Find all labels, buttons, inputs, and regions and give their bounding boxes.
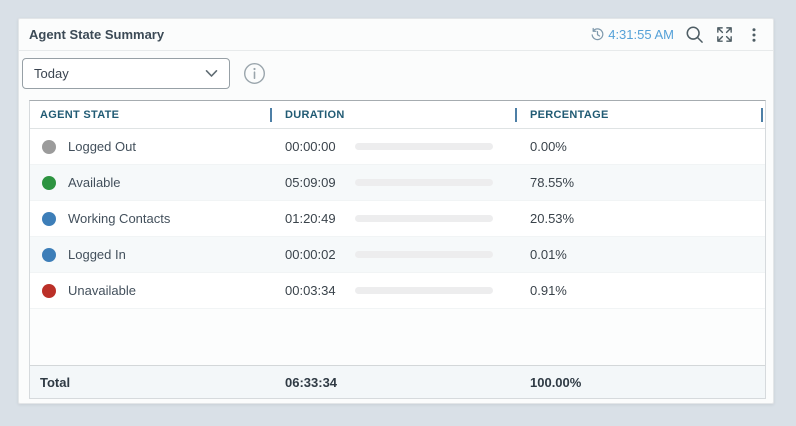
table-body: Logged Out 00:00:00 0.00% Available 05:0… bbox=[30, 129, 765, 309]
duration-value: 00:03:34 bbox=[285, 283, 336, 298]
table-row: Available 05:09:09 78.55% bbox=[30, 165, 765, 201]
kebab-menu-icon[interactable] bbox=[745, 26, 763, 44]
table-row: Working Contacts 01:20:49 20.53% bbox=[30, 201, 765, 237]
widget-header: Agent State Summary 4:31:55 AM bbox=[19, 19, 773, 51]
state-color-dot-icon bbox=[42, 175, 56, 190]
agent-state-cell: Working Contacts bbox=[30, 201, 270, 236]
last-refresh-timestamp: 4:31:55 AM bbox=[608, 27, 674, 42]
state-name: Unavailable bbox=[68, 283, 136, 298]
column-header-percentage: PERCENTAGE bbox=[515, 101, 765, 128]
state-color-dot-icon bbox=[42, 139, 56, 154]
info-circle-icon[interactable] bbox=[243, 62, 266, 85]
total-percentage: 100.00% bbox=[530, 374, 582, 390]
state-name: Available bbox=[68, 175, 121, 190]
percentage-cell: 78.55% bbox=[515, 165, 765, 200]
duration-bar-track bbox=[355, 251, 493, 258]
table-header-row: AGENT STATE DURATION PERCENTAGE bbox=[30, 101, 765, 129]
percentage-value: 0.91% bbox=[530, 283, 567, 298]
percentage-value: 0.00% bbox=[530, 139, 567, 154]
table-row: Logged Out 00:00:00 0.00% bbox=[30, 129, 765, 165]
percentage-value: 20.53% bbox=[530, 211, 575, 226]
agent-state-cell: Unavailable bbox=[30, 273, 270, 308]
duration-cell: 00:00:02 bbox=[270, 237, 515, 272]
state-name: Logged Out bbox=[68, 139, 136, 154]
table-row: Logged In 00:00:02 0.01% bbox=[30, 237, 765, 273]
widget-toolbar: Today bbox=[19, 51, 773, 100]
state-color-dot-icon bbox=[42, 283, 56, 298]
date-range-dropdown[interactable]: Today bbox=[22, 58, 230, 89]
expand-icon[interactable] bbox=[715, 25, 734, 44]
duration-cell: 00:00:00 bbox=[270, 129, 515, 164]
percentage-value: 78.55% bbox=[530, 175, 575, 190]
widget-header-actions: 4:31:55 AM bbox=[590, 25, 763, 44]
percentage-cell: 0.00% bbox=[515, 129, 765, 164]
table-total-row: Total 06:33:34 100.00% bbox=[30, 365, 765, 398]
agent-state-summary-widget: Agent State Summary 4:31:55 AM bbox=[18, 18, 774, 404]
percentage-value: 0.01% bbox=[530, 247, 567, 262]
duration-bar-track bbox=[355, 179, 493, 186]
duration-value: 00:00:02 bbox=[285, 247, 336, 262]
agent-state-cell: Logged In bbox=[30, 237, 270, 272]
state-color-dot-icon bbox=[42, 211, 56, 226]
table-empty-space bbox=[30, 309, 765, 365]
total-label: Total bbox=[40, 374, 71, 390]
widget-title: Agent State Summary bbox=[29, 27, 165, 42]
state-color-dot-icon bbox=[42, 247, 56, 262]
column-header-duration: DURATION bbox=[270, 101, 515, 128]
percentage-cell: 0.91% bbox=[515, 273, 765, 308]
search-icon[interactable] bbox=[685, 25, 704, 44]
column-header-agent-state: AGENT STATE bbox=[40, 108, 120, 121]
percentage-cell: 20.53% bbox=[515, 201, 765, 236]
refresh-control[interactable]: 4:31:55 AM bbox=[590, 27, 674, 42]
duration-cell: 05:09:09 bbox=[270, 165, 515, 200]
duration-value: 00:00:00 bbox=[285, 139, 336, 154]
state-name: Logged In bbox=[68, 247, 126, 262]
total-duration: 06:33:34 bbox=[285, 374, 338, 390]
state-name: Working Contacts bbox=[68, 211, 171, 226]
agent-state-cell: Logged Out bbox=[30, 129, 270, 164]
agent-state-cell: Available bbox=[30, 165, 270, 200]
chevron-down-icon bbox=[205, 69, 218, 78]
history-clock-icon bbox=[590, 27, 605, 42]
date-range-selected-value: Today bbox=[34, 66, 69, 81]
duration-bar-track bbox=[355, 143, 493, 150]
duration-bar-track bbox=[355, 215, 493, 222]
duration-cell: 01:20:49 bbox=[270, 201, 515, 236]
duration-cell: 00:03:34 bbox=[270, 273, 515, 308]
duration-value: 01:20:49 bbox=[285, 211, 336, 226]
agent-state-table: AGENT STATE DURATION PERCENTAGE Logged O… bbox=[29, 100, 766, 399]
duration-bar-track bbox=[355, 287, 493, 294]
duration-value: 05:09:09 bbox=[285, 175, 336, 190]
table-row: Unavailable 00:03:34 0.91% bbox=[30, 273, 765, 309]
percentage-cell: 0.01% bbox=[515, 237, 765, 272]
